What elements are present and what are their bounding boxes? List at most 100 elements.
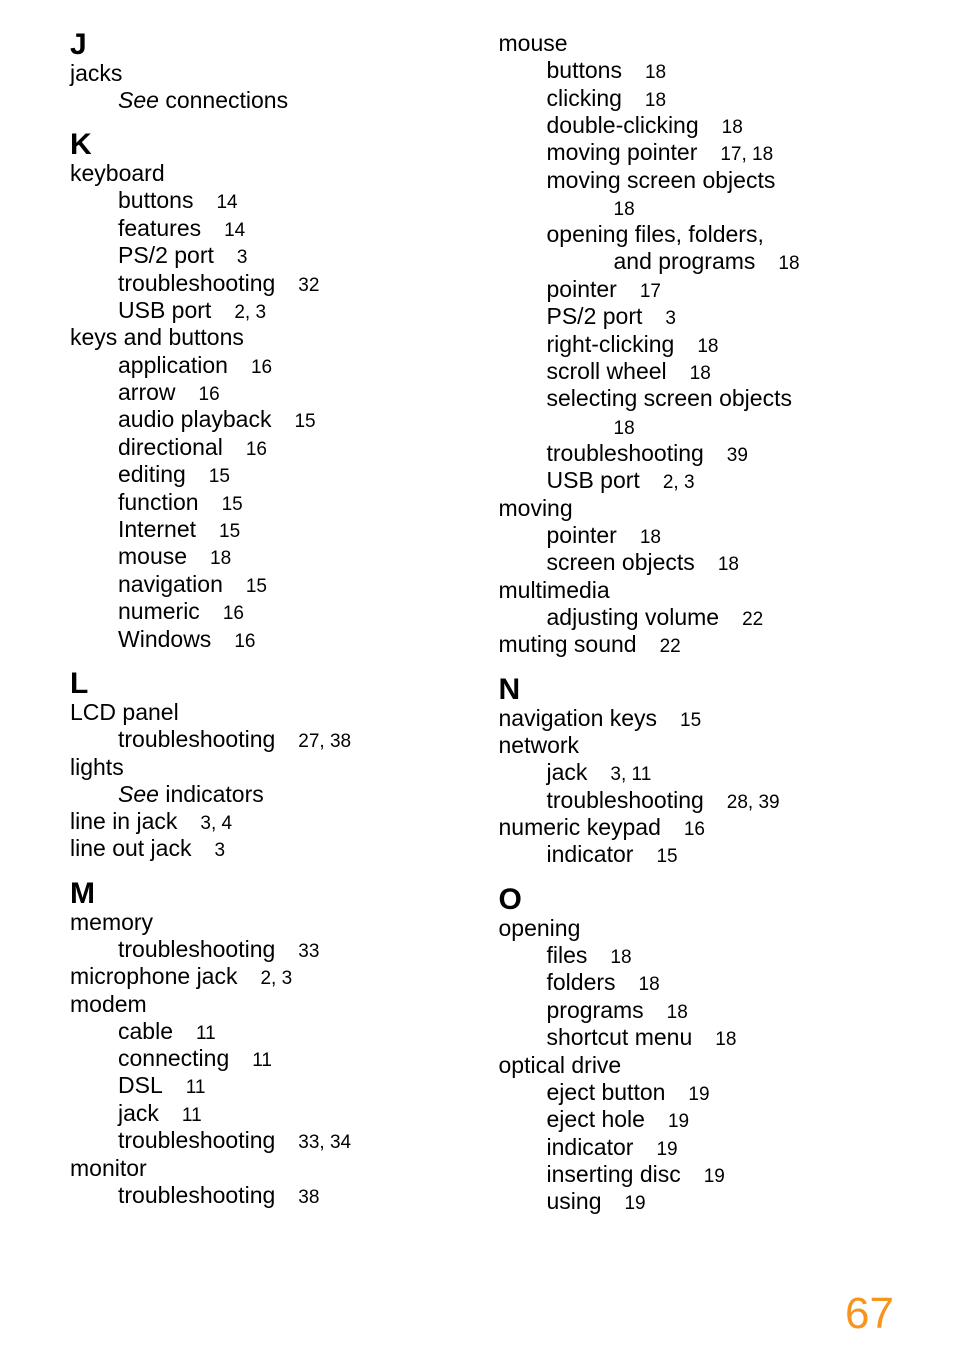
- index-term: opening files, folders,: [547, 221, 764, 247]
- index-entry: USB port 2, 3: [499, 467, 900, 494]
- index-term: shortcut menu: [547, 1024, 693, 1050]
- index-term: USB port: [118, 297, 211, 323]
- index-entry: opening files, folders,: [499, 221, 900, 248]
- index-entry: keyboard: [70, 160, 471, 187]
- index-entry: monitor: [70, 1155, 471, 1182]
- index-entry: memory: [70, 909, 471, 936]
- section-m-continued-entries: mousebuttons 18clicking 18double-clickin…: [499, 30, 900, 659]
- index-entry: clicking 18: [499, 85, 900, 112]
- index-term: function: [118, 489, 199, 515]
- index-term: connections: [159, 87, 288, 113]
- index-term: network: [499, 732, 580, 758]
- see-reference: See: [118, 87, 159, 113]
- index-entry: directional 16: [70, 434, 471, 461]
- index-entry: moving: [499, 495, 900, 522]
- page-ref: 15: [222, 494, 243, 515]
- page-ref: 18: [718, 554, 739, 575]
- index-entry: and programs 18: [499, 248, 900, 275]
- page-ref: 14: [216, 192, 237, 213]
- index-entry: jack 11: [70, 1100, 471, 1127]
- page-ref: 11: [182, 1105, 202, 1126]
- index-term: selecting screen objects: [547, 385, 792, 411]
- index-entry: application 16: [70, 352, 471, 379]
- index-term: modem: [70, 991, 147, 1017]
- index-entry: troubleshooting 27, 38: [70, 726, 471, 753]
- index-term: troubleshooting: [547, 440, 704, 466]
- index-entry: mouse 18: [70, 543, 471, 570]
- page-ref: 39: [727, 445, 748, 466]
- page-ref: 16: [199, 384, 220, 405]
- page-ref: 15: [680, 710, 701, 731]
- index-entry: right-clicking 18: [499, 331, 900, 358]
- index-entry: numeric keypad 16: [499, 814, 900, 841]
- index-term: buttons: [547, 57, 622, 83]
- page-ref: 38: [298, 1187, 319, 1208]
- index-term: microphone jack: [70, 963, 237, 989]
- index-term: optical drive: [499, 1052, 622, 1078]
- index-term: troubleshooting: [547, 787, 704, 813]
- index-term: keyboard: [70, 160, 165, 186]
- page-ref: 15: [246, 576, 267, 597]
- index-entry: network: [499, 732, 900, 759]
- page-ref: 18: [778, 253, 799, 274]
- index-term: double-clicking: [547, 112, 699, 138]
- page-ref: 18: [667, 1002, 688, 1023]
- index-term: eject button: [547, 1079, 666, 1105]
- section-letter-o: O: [499, 885, 900, 915]
- index-entry: indicator 19: [499, 1134, 900, 1161]
- section-o-entries: openingfiles 18folders 18programs 18shor…: [499, 915, 900, 1216]
- page-ref: 33: [298, 941, 319, 962]
- index-term: editing: [118, 461, 186, 487]
- page-ref: 15: [209, 466, 230, 487]
- section-letter-j: J: [70, 30, 471, 60]
- index-term: features: [118, 215, 201, 241]
- index-term: troubleshooting: [118, 270, 275, 296]
- section-l-entries: LCD paneltroubleshooting 27, 38lightsSee…: [70, 699, 471, 863]
- index-term: lights: [70, 754, 124, 780]
- index-entry: USB port 2, 3: [70, 297, 471, 324]
- page-ref: 2, 3: [663, 472, 695, 493]
- index-entry: PS/2 port 3: [70, 242, 471, 269]
- page-ref: 16: [251, 357, 272, 378]
- page-ref: 19: [668, 1111, 689, 1132]
- index-term: connecting: [118, 1045, 229, 1071]
- section-letter-n: N: [499, 675, 900, 705]
- index-term: line out jack: [70, 835, 191, 861]
- index-entry: muting sound 22: [499, 631, 900, 658]
- columns-container: J jacksSee connections K keyboardbuttons…: [70, 30, 899, 1216]
- index-term: arrow: [118, 379, 176, 405]
- index-entry: Windows 16: [70, 626, 471, 653]
- index-entry: Internet 15: [70, 516, 471, 543]
- index-entry: troubleshooting 38: [70, 1182, 471, 1209]
- index-entry: numeric 16: [70, 598, 471, 625]
- page-ref: 15: [656, 846, 677, 867]
- index-term: memory: [70, 909, 153, 935]
- index-page: J jacksSee connections K keyboardbuttons…: [0, 0, 954, 1369]
- page-ref: 14: [224, 220, 245, 241]
- page-ref: 18: [715, 1029, 736, 1050]
- index-term: troubleshooting: [118, 936, 275, 962]
- page-ref: 18: [697, 336, 718, 357]
- index-entry: using 19: [499, 1188, 900, 1215]
- index-entry: programs 18: [499, 997, 900, 1024]
- index-term: buttons: [118, 187, 193, 213]
- index-entry: line in jack 3, 4: [70, 808, 471, 835]
- index-entry: modem: [70, 991, 471, 1018]
- page-ref: 18: [210, 548, 231, 569]
- page-ref: 18: [640, 527, 661, 548]
- page-ref: 16: [246, 439, 267, 460]
- index-entry: shortcut menu 18: [499, 1024, 900, 1051]
- index-term: LCD panel: [70, 699, 179, 725]
- index-entry: troubleshooting 32: [70, 270, 471, 297]
- index-entry: indicator 15: [499, 841, 900, 868]
- index-term: mouse: [499, 30, 568, 56]
- section-n-entries: navigation keys 15networkjack 3, 11troub…: [499, 705, 900, 869]
- index-term: and programs: [614, 248, 756, 274]
- index-term: troubleshooting: [118, 1182, 275, 1208]
- page-ref: 2, 3: [260, 968, 292, 989]
- index-term: clicking: [547, 85, 622, 111]
- index-term: line in jack: [70, 808, 177, 834]
- page-ref: 22: [660, 636, 681, 657]
- page-ref: 11: [196, 1023, 216, 1044]
- index-entry: files 18: [499, 942, 900, 969]
